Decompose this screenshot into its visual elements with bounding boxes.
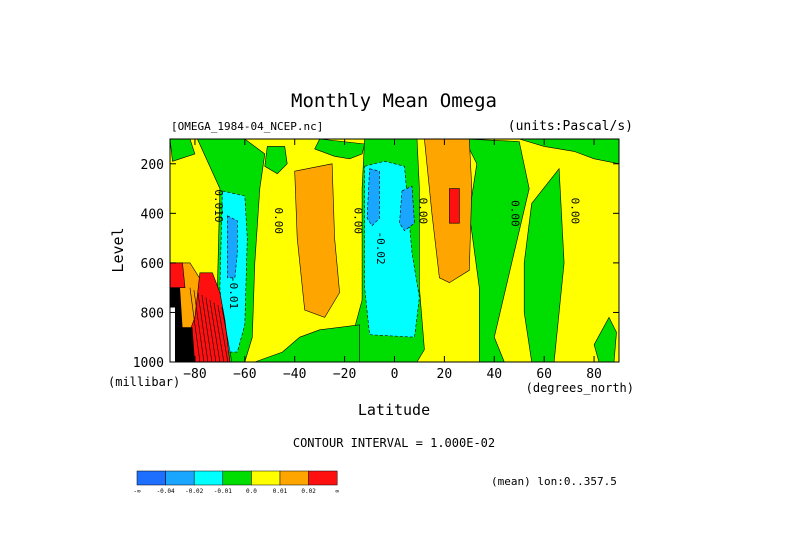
blue-region-south [227,215,238,279]
x-axis-units: (degrees_north) [526,381,634,395]
x-tick-label: 0 [391,367,399,382]
dense-contour-line [201,295,213,363]
contour-label: 0.00 [569,198,582,225]
y-tick-label: 1000 [133,356,164,371]
chart-subtitle-left: [OMEGA_1984-04_NCEP.nc] [171,120,323,133]
x-tick-label: 20 [437,367,453,382]
contour-label-layer: 0.010 0.00 0.00 0.00 -0.02 -0.01 0.00 0.00 [212,189,582,309]
x-tick-label: −20 [333,367,356,382]
orange-region-south-mid [294,163,340,318]
x-tick-label: −60 [233,367,256,382]
dense-contour-line [205,297,217,363]
contour-label: 0.010 [212,189,225,222]
missing-data-region [170,287,195,362]
y-tick-label: 600 [141,257,164,272]
y-axis-units: (millibar) [108,375,180,389]
color-scale-label: 0.01 [273,488,288,495]
x-axis-label: Latitude [358,401,430,419]
blue-region-equator-right [399,185,415,232]
x-axis: −80 −60 −40 −20 0 20 40 60 80 [183,139,602,382]
color-scale-label: 0.0 [246,488,257,495]
dense-contour-line [213,302,225,363]
y-tick-label: 400 [141,207,164,222]
color-scale-label: -0.04 [157,488,175,495]
contour-label: -0.01 [227,276,240,309]
chart-subtitle-right: (units:Pascal/s) [508,119,633,134]
mean-longitude-note: (mean) lon:0..357.5 [491,475,617,488]
y-axis: 200 400 600 800 1000 [133,158,619,371]
green-region-small-south [264,146,288,175]
dense-contour-line [221,307,233,363]
color-scale-swatch [279,470,309,486]
contour-label: 0.00 [509,200,522,227]
dense-contour-line [193,290,205,363]
red-region-pole-upper [169,262,186,289]
color-scale-label: ∞ [335,488,339,495]
color-scale-label: -0.02 [185,488,203,495]
dense-contour-line [189,287,201,363]
red-region-north [449,188,460,224]
contour-fill-layer [169,138,620,363]
y-tick-label: 800 [141,306,164,321]
color-scale-swatch [251,470,281,486]
color-scale-swatch [193,470,224,486]
color-scale-swatch [222,470,252,486]
dense-contour-line [197,292,209,363]
color-scale-swatch [136,470,166,486]
y-tick-label: 200 [141,158,164,173]
contour-label: 0.00 [272,208,285,235]
dense-contour-line [209,300,221,363]
color-scale-swatch [165,470,195,486]
color-scale-legend: -∞ -0.04 -0.02 -0.01 0.0 0.01 0.02 ∞ [133,470,339,495]
chart-title: Monthly Mean Omega [291,90,497,112]
x-tick-label: −80 [183,367,206,382]
x-tick-label: 80 [586,367,602,382]
x-tick-label: 40 [486,367,502,382]
dense-contour-line [217,304,229,363]
blue-region-equator-left [366,168,380,227]
missing-data-white-patch [170,307,175,362]
contour-label: 0.00 [416,198,429,225]
color-scale-swatch [308,470,338,486]
color-scale-label: 0.02 [301,488,316,495]
color-scale-label: -0.01 [214,488,232,495]
contour-label: 0.00 [352,208,365,235]
x-tick-label: 60 [536,367,552,382]
orange-region-north-mid [424,138,473,284]
green-region-bottom-right [593,316,617,363]
contour-interval-note: CONTOUR INTERVAL = 1.000E-02 [293,436,495,450]
y-axis-label: Level [109,227,127,272]
x-tick-label: −40 [283,367,306,382]
color-scale-label: -∞ [133,488,141,495]
contour-label: -0.02 [374,231,387,264]
